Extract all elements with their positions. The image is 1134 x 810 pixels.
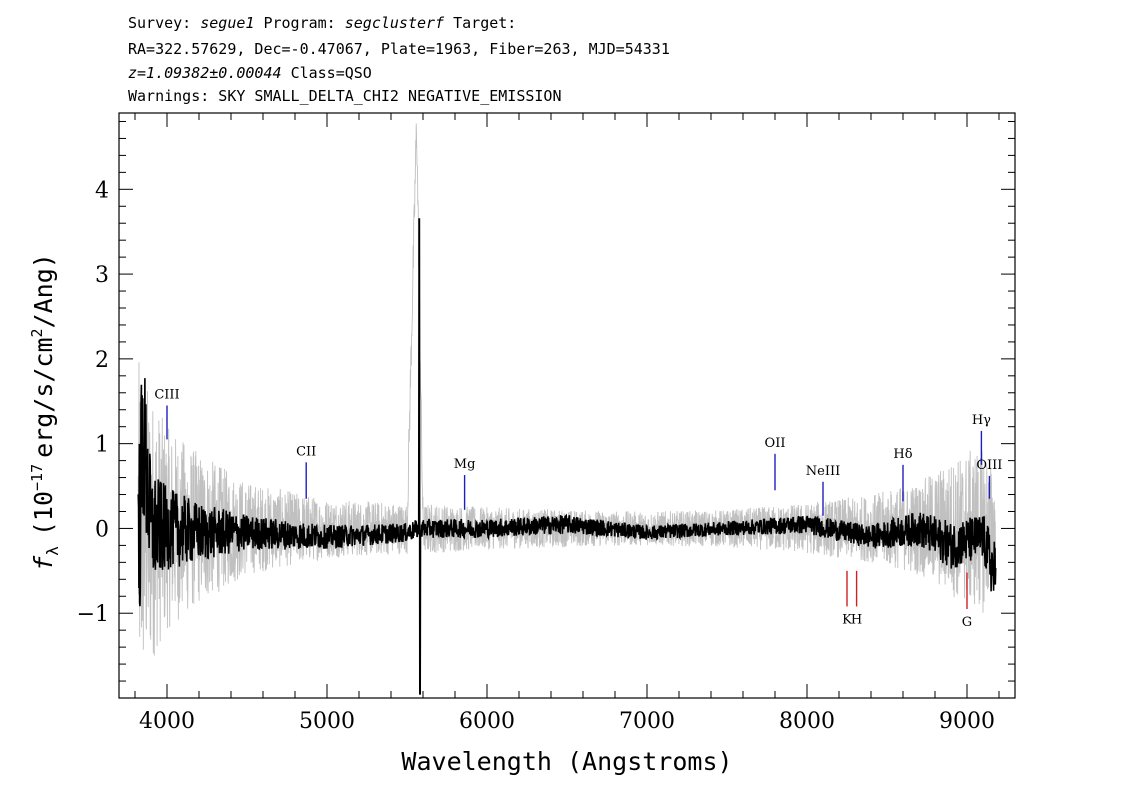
x-tick-label: 9000 — [939, 709, 995, 734]
line-label-oii: OII — [765, 436, 786, 451]
axis-ticks: 4000 5000 6000 7000 8000 9000 −1 0 1 2 3 4 — [77, 113, 1015, 734]
line-label-hδ: Hδ — [893, 447, 912, 462]
y-tick-label: 4 — [95, 178, 109, 203]
line-label-cii: CII — [296, 444, 316, 459]
line-label-hγ: Hγ — [972, 413, 991, 428]
x-tick-label: 8000 — [779, 709, 835, 734]
line-markers: CIII CII Mg OII NeIII Hδ Hγ OIII K H G — [154, 388, 1002, 630]
header-line-1: Survey: segue1 Program: segclusterf Targ… — [128, 14, 516, 32]
line-label-neiii: NeIII — [806, 464, 840, 479]
y-label-units-open: (10 — [29, 491, 58, 536]
y-label-subscript: λ — [43, 546, 62, 556]
y-tick-label: 3 — [95, 263, 109, 288]
class-value: Class=QSO — [291, 64, 372, 82]
line-label-ciii: CIII — [154, 388, 179, 403]
header-line-3: z=1.09382±0.00044 Class=QSO — [128, 64, 372, 82]
error-band-series — [137, 123, 996, 656]
y-label-units-close: /Ang) — [29, 253, 58, 328]
y-tick-label: 0 — [95, 517, 109, 542]
y-label-exponent: −17 — [28, 464, 46, 491]
survey-value: segue1 — [200, 14, 254, 32]
target-label: Target: — [453, 14, 516, 32]
line-label-h: H — [851, 612, 862, 627]
redshift-value: z=1.09382±0.00044 — [128, 64, 282, 82]
x-tick-label: 5000 — [299, 709, 355, 734]
y-axis-label: fλ (10−17 erg/s/cm2/Ang) — [28, 253, 62, 571]
plot-frame — [118, 112, 1016, 699]
y-tick-label: −1 — [77, 602, 109, 627]
header-warnings: Warnings: SKY SMALL_DELTA_CHI2 NEGATIVE_… — [128, 87, 561, 105]
y-tick-label: 2 — [95, 348, 109, 373]
x-tick-label: 7000 — [619, 709, 675, 734]
line-label-oiii: OIII — [976, 458, 1002, 473]
flux-series — [137, 218, 997, 695]
header-line-2: RA=322.57629, Dec=-0.47067, Plate=1963, … — [128, 40, 670, 58]
svg-text:fλ(10−17erg/s/cm2/Ang): fλ (10−17 erg/s/cm2/Ang) — [28, 253, 62, 571]
survey-label: Survey: — [128, 14, 191, 32]
line-label-mg: Mg — [454, 457, 476, 472]
program-value: segclusterf — [345, 14, 445, 32]
x-tick-label: 6000 — [459, 709, 515, 734]
line-label-k: K — [842, 612, 852, 627]
program-label: Program: — [263, 14, 335, 32]
line-label-g: G — [962, 615, 972, 630]
plot-area — [137, 123, 997, 695]
x-tick-label: 4000 — [139, 709, 195, 734]
y-label-symbol: f — [29, 555, 58, 571]
y-tick-label: 1 — [95, 433, 109, 458]
x-axis-label: Wavelength (Angstroms) — [401, 747, 732, 776]
y-label-units-mid: erg/s/cm — [29, 337, 58, 457]
y-label-exponent-2: 2 — [28, 328, 46, 337]
